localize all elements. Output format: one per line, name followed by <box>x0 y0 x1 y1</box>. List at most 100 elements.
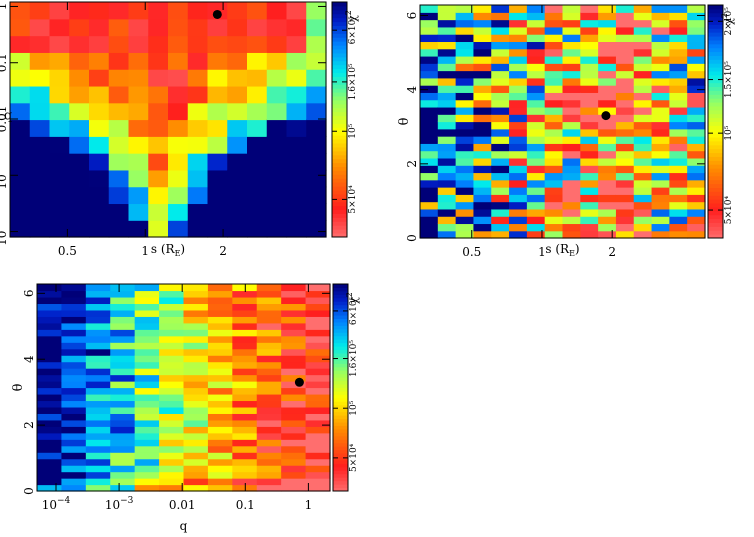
heatmap-cell <box>37 478 63 486</box>
heatmap-cell <box>598 157 617 166</box>
heatmap-cell <box>37 387 63 395</box>
heatmap-cell <box>437 70 457 79</box>
heatmap-cell <box>651 230 670 239</box>
heatmap-cell <box>669 128 688 137</box>
colorbar-segment <box>333 453 348 457</box>
heatmap-cell <box>580 55 599 64</box>
heatmap-cell <box>256 290 282 298</box>
heatmap-cell <box>562 223 581 232</box>
heatmap-cell <box>85 374 111 382</box>
heatmap-cell <box>69 102 90 121</box>
heatmap-cell <box>687 92 706 101</box>
heatmap-cell <box>61 374 87 382</box>
colorbar-segment <box>708 152 723 157</box>
heatmap-cell <box>37 342 63 350</box>
heatmap-cell <box>305 381 331 389</box>
heatmap-cell <box>305 471 331 479</box>
y-tick-label: 2 <box>405 160 419 168</box>
colorbar-tick-label: 5×10⁴ <box>349 443 359 472</box>
heatmap-cell <box>266 169 288 188</box>
heatmap-cell <box>61 290 87 298</box>
heatmap-cell <box>633 208 653 217</box>
heatmap-cell <box>598 106 617 115</box>
colorbar-segment <box>332 154 347 160</box>
heatmap-cell <box>37 432 63 440</box>
heatmap-cell <box>580 63 599 72</box>
heatmap-cell <box>544 179 564 188</box>
colorbar-segment <box>708 230 723 235</box>
heatmap-cell <box>286 85 307 104</box>
heatmap-cell <box>227 52 248 70</box>
heatmap-cell <box>110 290 136 298</box>
heatmap-cell <box>37 445 63 453</box>
colorbar-segment <box>332 84 347 89</box>
heatmap-cell <box>615 143 635 152</box>
heatmap-cell <box>544 121 564 130</box>
heatmap-cell <box>159 322 185 330</box>
colorbar-segment <box>333 284 348 288</box>
colorbar-segment <box>333 418 348 423</box>
heatmap-cell <box>85 400 111 408</box>
heatmap-cell <box>420 150 439 159</box>
heatmap-cell <box>256 342 282 350</box>
heatmap-cell <box>37 316 63 324</box>
heatmap-cell <box>148 52 169 70</box>
heatmap-cell <box>473 208 492 217</box>
heatmap-cell <box>633 230 653 239</box>
colorbar-segment <box>333 484 348 489</box>
heatmap-cell <box>306 35 327 53</box>
heatmap-cell <box>61 478 87 486</box>
heatmap-cell <box>256 316 282 324</box>
heatmap-cell <box>437 55 457 64</box>
heatmap-cell <box>85 296 111 305</box>
heatmap-cell <box>187 69 209 87</box>
heatmap-cell <box>29 2 51 20</box>
heatmap-cell <box>10 119 31 137</box>
heatmap-cell <box>69 203 90 221</box>
heatmap-cell <box>580 26 599 35</box>
colorbar-segment <box>332 193 347 199</box>
heatmap-cell <box>159 445 185 453</box>
heatmap-cell <box>473 157 492 166</box>
heatmap-cell <box>544 5 564 13</box>
heatmap-cell <box>615 121 635 130</box>
heatmap-cells <box>420 5 706 239</box>
heatmap-cell <box>232 387 258 395</box>
heatmap-cell <box>232 329 258 337</box>
heatmap-cell <box>455 106 475 115</box>
heatmap-cell <box>232 432 258 440</box>
heatmap-cell <box>669 34 688 43</box>
heatmap-cell <box>544 34 564 43</box>
heatmap-cell <box>37 393 63 402</box>
heatmap-cell <box>37 368 63 376</box>
heatmap-cell <box>544 230 564 239</box>
heatmap-cell <box>187 35 209 53</box>
heatmap-cell <box>232 290 258 298</box>
colorbar-segment <box>708 168 723 173</box>
heatmap-cell <box>544 41 564 50</box>
heatmap-cell <box>134 303 160 311</box>
heatmap-cell <box>615 230 635 239</box>
heatmap-cell <box>89 69 110 87</box>
heatmap-cell <box>420 12 439 21</box>
heatmap-cell <box>183 426 209 434</box>
heatmap-cell <box>183 296 209 305</box>
heatmap-cell <box>580 34 599 43</box>
heatmap-cell <box>108 2 130 20</box>
heatmap-cell <box>633 34 653 43</box>
best-fit-point <box>294 377 304 387</box>
heatmap-cell <box>509 114 528 123</box>
colorbar-segment <box>332 158 347 164</box>
heatmap-cell <box>61 342 87 350</box>
heatmap-cell <box>455 150 475 159</box>
heatmap-cell <box>281 374 307 382</box>
heatmap-cell <box>615 216 635 225</box>
heatmap-cell <box>491 19 510 28</box>
heatmap-cell <box>526 34 546 43</box>
heatmap-cell <box>37 355 63 363</box>
colorbar-segment <box>332 99 347 105</box>
heatmap-cell <box>85 342 111 350</box>
heatmap-cell <box>420 114 439 123</box>
heatmap-cell <box>526 63 546 72</box>
